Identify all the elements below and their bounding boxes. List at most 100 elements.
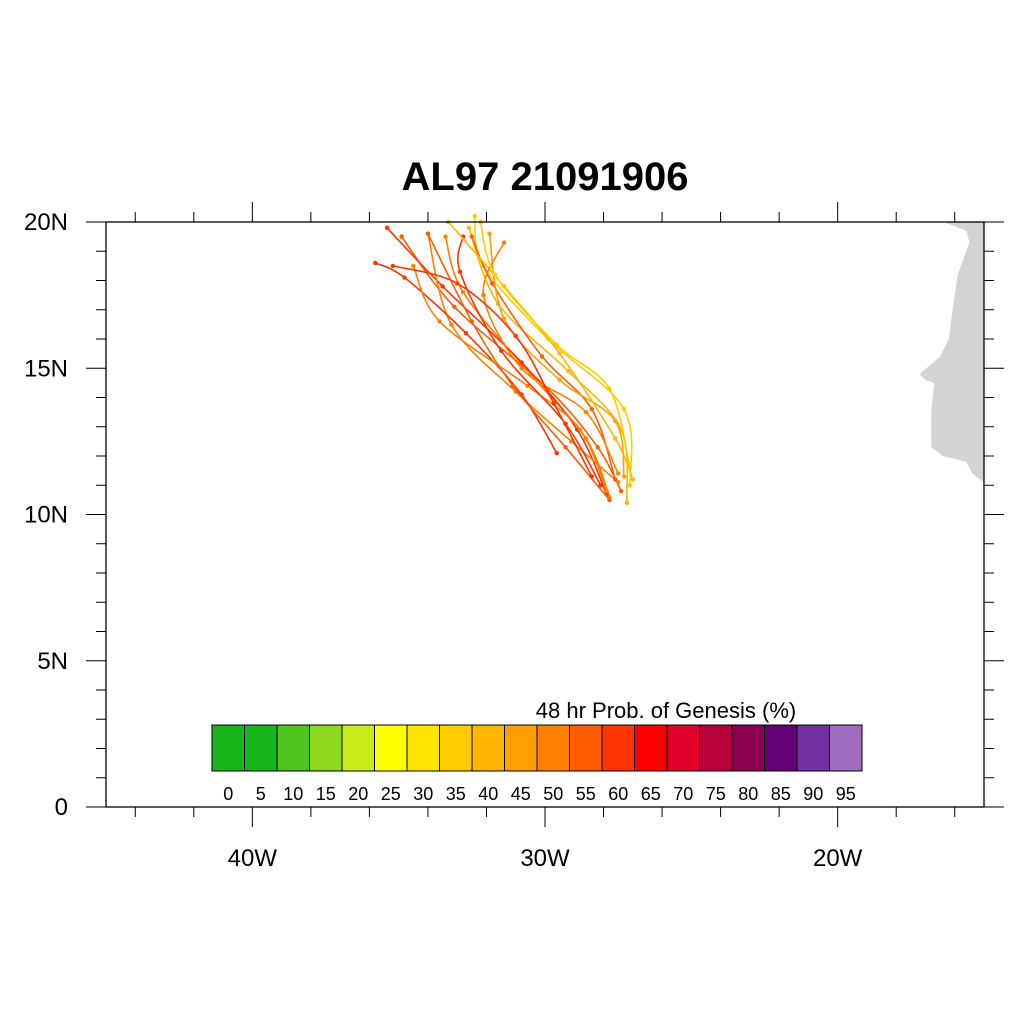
latitude-labels: 20N 15N 10N 5N 0 <box>24 209 68 821</box>
plot-area: 20N 15N 10N 5N 0 40W 30W 20W <box>24 202 1004 872</box>
track-point-15-3 <box>554 342 559 347</box>
colorbar-box <box>504 724 538 772</box>
track-point-8-3 <box>463 331 469 336</box>
track-point-11-3 <box>498 348 504 353</box>
land-mass <box>919 222 984 483</box>
track-line-9 <box>488 233 625 477</box>
colorbar-box <box>569 724 603 772</box>
track-point-14-4 <box>481 292 486 298</box>
track-point-11-1 <box>598 483 603 488</box>
track-point-9-3 <box>557 377 562 383</box>
track-point-16-1 <box>589 474 594 479</box>
colorbar-box <box>731 724 765 772</box>
track-point-8-1 <box>554 450 559 456</box>
colorbar-box <box>471 724 505 772</box>
lat-label: 15N <box>24 355 68 382</box>
track-point-14-3 <box>519 366 524 371</box>
colorbar-label: 10 <box>283 784 303 804</box>
lon-label: 20W <box>813 845 863 872</box>
colorbar-label: 40 <box>478 784 498 804</box>
colorbar-label: 15 <box>316 784 336 804</box>
colorbar-box <box>601 724 635 772</box>
track-point-13-3 <box>510 383 515 388</box>
axis-ticks <box>86 202 1004 827</box>
genesis-probability-colorbar: 48 hr Prob. of Genesis (%) 0 5 10 15 20 25 30 3… <box>211 698 863 804</box>
track-point-1-1 <box>618 488 624 494</box>
longitude-labels: 40W 30W 20W <box>228 845 863 872</box>
lat-label: 20N <box>24 209 68 236</box>
colorbar-label: 85 <box>771 784 791 804</box>
colorbar-label: 20 <box>348 784 368 804</box>
colorbar-label: 70 <box>673 784 693 804</box>
track-point-13-1 <box>607 497 612 503</box>
track-point-13-5 <box>425 231 431 236</box>
track-point-16-3 <box>513 333 518 339</box>
lat-label: 5N <box>37 648 68 675</box>
colorbar-box <box>764 724 798 772</box>
track-point-10-4 <box>437 319 442 324</box>
track-point-15-2 <box>607 386 612 391</box>
track-point-12-1 <box>630 477 635 482</box>
colorbar-box <box>341 724 375 772</box>
track-point-14-2 <box>583 409 589 415</box>
colorbar-label: 45 <box>511 784 531 804</box>
track-point-4-5 <box>384 225 390 230</box>
colorbar-box <box>276 724 310 772</box>
track-point-3-3 <box>566 369 571 374</box>
lat-label: 10N <box>24 502 68 529</box>
track-point-10-2 <box>577 427 583 432</box>
colorbar-label: 25 <box>381 784 401 804</box>
colorbar-label: 0 <box>223 784 233 804</box>
colorbar-label: 80 <box>738 784 758 804</box>
track-point-6-1 <box>616 480 621 485</box>
track-point-7-3 <box>539 354 545 359</box>
track-point-1-5 <box>399 234 404 239</box>
colorbar-box <box>634 724 668 772</box>
colorbar-label: 30 <box>413 784 433 804</box>
colorbar-title: 48 hr Prob. of Genesis (%) <box>536 698 796 723</box>
track-point-16-4 <box>455 281 460 286</box>
colorbar-box <box>829 724 863 772</box>
colorbar-label: 90 <box>803 784 823 804</box>
land-polygon <box>919 222 984 483</box>
track-point-2-5 <box>443 234 448 239</box>
track-point-1-2 <box>595 445 600 450</box>
colorbar-box <box>699 724 733 772</box>
track-point-4-3 <box>519 360 524 365</box>
colorbar-box <box>244 724 278 772</box>
track-point-8-5 <box>373 260 378 266</box>
colorbar-box <box>796 724 830 772</box>
track-point-8-4 <box>402 275 407 280</box>
track-point-15-4 <box>493 272 498 277</box>
lon-label: 30W <box>520 845 570 872</box>
colorbar-box <box>309 724 343 772</box>
colorbar-label: 95 <box>836 784 856 804</box>
genesis-tracks <box>373 214 635 505</box>
colorbar-box <box>666 724 700 772</box>
colorbar-labels: 0 5 10 15 20 25 30 35 40 45 50 55 60 65 70 75 80 85 90 95 <box>223 784 856 804</box>
track-point-5-1 <box>627 483 633 488</box>
track-point-16-2 <box>551 401 556 406</box>
track-point-7-4 <box>490 281 495 286</box>
colorbar-boxes <box>211 724 863 772</box>
track-point-2-4 <box>460 290 466 295</box>
track-point-10-1 <box>604 488 609 494</box>
colorbar-box <box>536 724 570 772</box>
track-point-7-1 <box>613 477 618 482</box>
colorbar-box <box>439 724 473 772</box>
lat-label: 0 <box>55 794 68 821</box>
track-point-3-5 <box>466 225 472 230</box>
colorbar-label: 50 <box>543 784 563 804</box>
map-title: AL97 21091906 <box>402 155 689 199</box>
track-point-12-3 <box>557 351 562 356</box>
track-point-7-5 <box>469 234 474 239</box>
track-point-11-4 <box>457 269 463 274</box>
track-point-14-1 <box>616 471 621 476</box>
track-point-14-5 <box>501 240 507 245</box>
track-point-1-4 <box>452 304 457 309</box>
track-point-12-2 <box>613 436 618 441</box>
track-point-15-1 <box>627 465 633 470</box>
colorbar-box <box>406 724 440 772</box>
colorbar-label: 65 <box>641 784 661 804</box>
